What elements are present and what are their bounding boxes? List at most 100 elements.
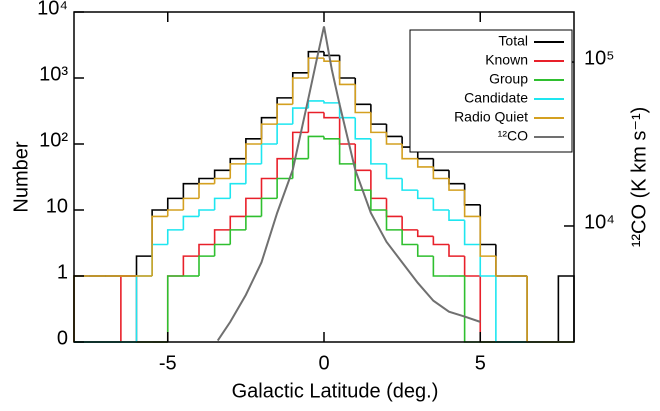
histogram-bin [135,255,153,276]
histogram-bin [213,169,231,179]
histogram-bin [291,131,309,159]
histogram-bin [370,190,387,211]
histogram-bin [432,256,449,277]
histogram-bin [229,215,246,230]
histogram-bin [323,112,340,119]
legend-label: Radio Quiet [454,109,528,125]
y2-tick-label: 10⁴ [584,211,615,233]
histogram-bin [448,210,465,222]
histogram-bin [463,183,481,206]
histogram-bin [401,144,418,160]
histogram-bin [307,57,324,78]
histogram-bin [276,103,293,125]
histogram-bin [260,143,278,164]
histogram-bin [151,215,168,276]
histogram-bin [213,243,231,257]
histogram-bin [479,276,496,343]
histogram-bin [495,244,512,277]
histogram-bin [354,117,371,140]
histogram-bin [245,215,262,230]
histogram-bin [213,197,231,210]
histogram-bin [229,229,246,245]
histogram-bin [135,276,153,343]
histogram-bin [245,163,262,184]
histogram-bin [526,276,543,343]
histogram-bin [260,123,278,144]
histogram-bin [416,158,434,168]
histogram-bin [166,275,184,342]
histogram-bin [338,61,356,86]
histogram-bin [260,177,278,199]
histogram-bin [338,138,356,165]
histogram-bin [479,216,496,257]
histogram-bin [151,243,168,276]
histogram-bin [401,178,418,191]
histogram-bin [401,216,418,231]
histogram-bin [432,158,449,172]
histogram-bin [291,71,309,98]
histogram-bin [416,244,434,257]
histogram-bin [291,107,309,125]
histogram-bin [432,166,449,180]
histogram-bin [495,256,512,277]
histogram-bin [245,137,262,159]
histogram-bin [198,255,215,276]
histogram-bin [479,204,496,246]
histogram-bin [448,170,465,185]
histogram-bin [245,143,262,164]
histogram-bin [448,178,465,191]
histogram-bin [276,97,293,118]
x-axis-label: Galactic Latitude (deg.) [232,380,439,402]
histogram-bin [166,197,184,210]
histogram-bin [276,157,293,179]
histogram-bin [323,51,340,57]
histogram-bin [557,275,575,342]
histogram-bin [198,209,215,217]
histogram-bin [416,190,434,200]
histogram-bin [385,132,403,145]
y-tick-label: 10 [46,195,68,217]
histogram-bin [323,58,340,62]
histogram-bin [385,210,403,231]
histogram-bin [307,135,324,159]
histogram-bin [166,275,184,342]
histogram-bin [354,84,371,114]
histogram-bin [182,255,199,276]
histogram-bin [73,275,90,342]
histogram-bin [73,275,90,342]
y-axis-label: Number [10,141,32,212]
legend-label: Known [485,52,528,68]
histogram-bin [198,243,215,257]
histogram-bin [166,209,184,217]
legend-label: Group [489,71,528,87]
histogram-bin [135,275,153,342]
histogram-bin [307,100,324,109]
histogram-bin [432,198,449,211]
histogram-bin [229,163,246,179]
histogram-bin [198,177,215,184]
histogram-bin [260,197,278,217]
histogram-bin [354,78,371,106]
histogram-bin [432,236,449,246]
legend-box [409,29,573,153]
x-tick-label: 0 [318,352,329,374]
histogram-bin [370,138,387,165]
x-tick-label: 5 [475,352,486,374]
histogram-bin [354,144,371,172]
histogram-bin [385,198,403,218]
y-tick-label: 10⁴ [37,0,68,19]
histogram-bin [213,177,231,184]
histogram-bin [276,123,293,144]
y-tick-label: 10² [39,129,68,151]
histogram-bin [385,124,403,138]
histogram-bin [463,190,481,218]
histogram-bin [416,229,434,238]
histogram-bin [479,244,496,277]
histogram-bin [198,182,215,199]
histogram-bin [338,55,356,79]
legend-label: Candidate [464,90,528,106]
histogram-bin [323,100,340,104]
histogram-bin [495,276,512,343]
histogram-bin [120,275,137,342]
